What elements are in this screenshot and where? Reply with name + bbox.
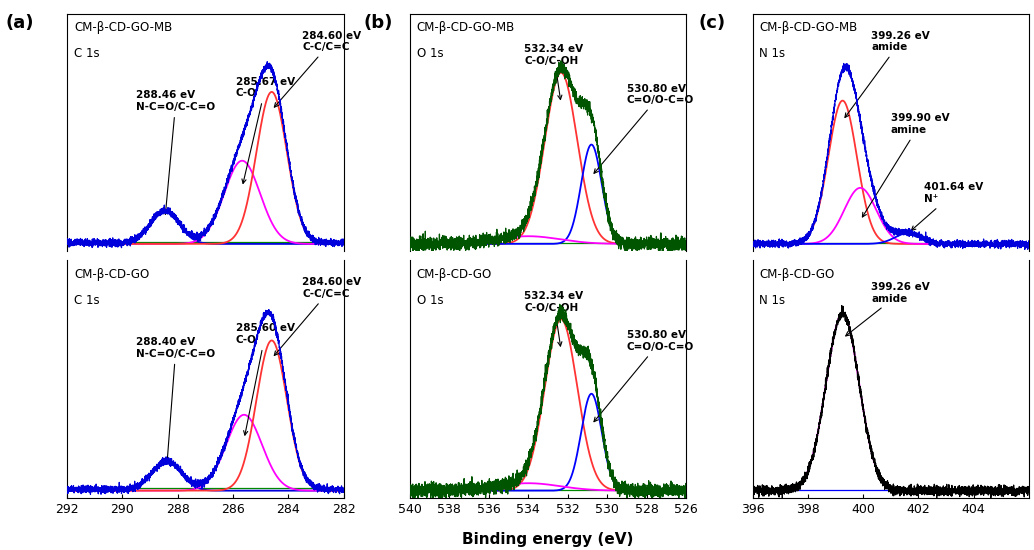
Text: N 1s: N 1s bbox=[759, 294, 786, 307]
Text: 399.26 eV
amide: 399.26 eV amide bbox=[846, 282, 930, 336]
Text: 285.67 eV
C-O: 285.67 eV C-O bbox=[236, 76, 295, 184]
Text: CM-β-CD-GO: CM-β-CD-GO bbox=[417, 268, 492, 280]
Text: 399.90 eV
amine: 399.90 eV amine bbox=[862, 113, 949, 217]
Text: 532.34 eV
C-O/C-OH: 532.34 eV C-O/C-OH bbox=[524, 45, 583, 100]
Text: (b): (b) bbox=[364, 14, 393, 32]
Text: CM-β-CD-GO: CM-β-CD-GO bbox=[74, 268, 149, 280]
Text: N 1s: N 1s bbox=[759, 47, 786, 60]
Text: CM-β-CD-GO: CM-β-CD-GO bbox=[759, 268, 834, 280]
Text: 285.60 eV
C-O: 285.60 eV C-O bbox=[236, 323, 295, 435]
Text: 399.26 eV
amide: 399.26 eV amide bbox=[845, 31, 930, 118]
Text: 284.60 eV
C-C/C=C: 284.60 eV C-C/C=C bbox=[274, 31, 361, 107]
Text: 532.34 eV
C-O/C-OH: 532.34 eV C-O/C-OH bbox=[524, 291, 583, 346]
Text: 530.80 eV
C=O/O-C=O: 530.80 eV C=O/O-C=O bbox=[594, 330, 694, 422]
Text: O 1s: O 1s bbox=[417, 294, 444, 307]
Text: Binding energy (eV): Binding energy (eV) bbox=[462, 532, 634, 547]
Text: 284.60 eV
C-C/C=C: 284.60 eV C-C/C=C bbox=[274, 277, 361, 355]
Text: 530.80 eV
C=O/O-C=O: 530.80 eV C=O/O-C=O bbox=[595, 84, 694, 173]
Text: (a): (a) bbox=[5, 14, 34, 32]
Text: O 1s: O 1s bbox=[417, 47, 444, 60]
Text: CM-β-CD-GO-MB: CM-β-CD-GO-MB bbox=[759, 21, 857, 34]
Text: CM-β-CD-GO-MB: CM-β-CD-GO-MB bbox=[74, 21, 173, 34]
Text: (c): (c) bbox=[699, 14, 726, 32]
Text: 401.64 eV
N⁺: 401.64 eV N⁺ bbox=[911, 183, 983, 230]
Text: C 1s: C 1s bbox=[74, 294, 99, 307]
Text: CM-β-CD-GO-MB: CM-β-CD-GO-MB bbox=[417, 21, 515, 34]
Text: 288.40 eV
N-C=O/C-C=O: 288.40 eV N-C=O/C-C=O bbox=[136, 337, 215, 464]
Text: C 1s: C 1s bbox=[74, 47, 99, 60]
Text: 288.46 eV
N-C=O/C-C=O: 288.46 eV N-C=O/C-C=O bbox=[136, 90, 215, 214]
